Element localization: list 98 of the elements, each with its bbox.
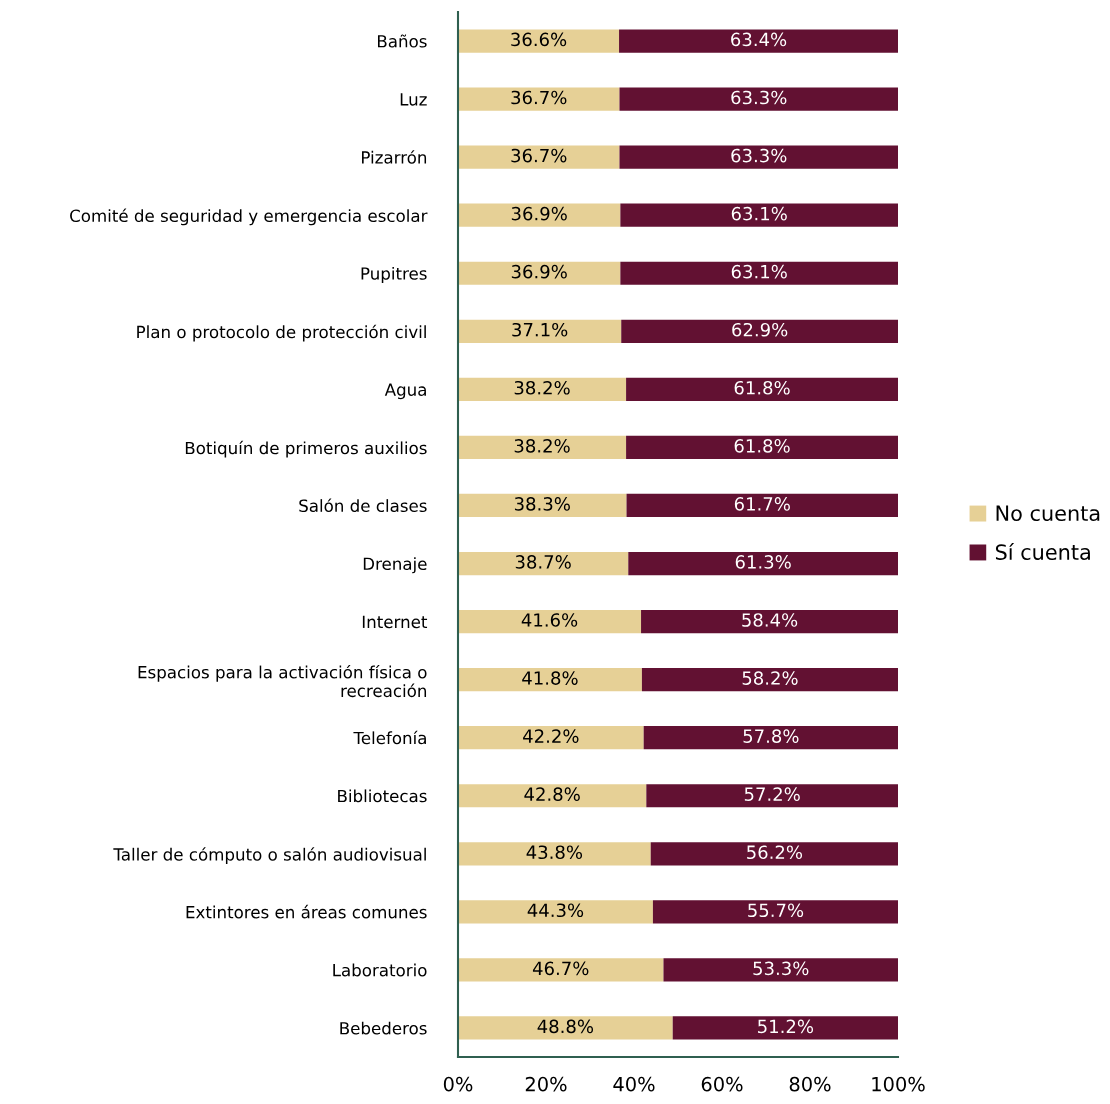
data-label: 63.4% xyxy=(731,32,787,47)
bar xyxy=(458,377,627,401)
y-tick-label: Extintores en áreas comunes xyxy=(186,904,427,919)
data-label: 48.8% xyxy=(537,1019,594,1034)
data-label: 36.9% xyxy=(511,206,567,221)
bar xyxy=(663,958,898,982)
data-label: 36.7% xyxy=(511,90,567,105)
bar xyxy=(458,87,620,111)
bar xyxy=(458,958,664,982)
bar xyxy=(672,1016,898,1040)
data-label: 36.6% xyxy=(511,32,567,47)
data-label: 51.2% xyxy=(758,1019,814,1034)
y-tick-label: Comité de seguridad y emergencia escolar xyxy=(70,208,428,226)
data-label: 46.7% xyxy=(532,961,589,976)
data-label: 63.3% xyxy=(731,148,787,163)
y-tick-label: Luz xyxy=(400,93,427,106)
y-tick-label: Pizarrón xyxy=(362,150,427,164)
bar xyxy=(458,784,647,808)
bar xyxy=(458,726,644,750)
bar xyxy=(458,203,621,227)
y-tick-label: Plan o protocolo de protección civil xyxy=(137,324,426,342)
bar xyxy=(620,261,898,285)
bar xyxy=(646,784,898,808)
bar xyxy=(620,203,898,227)
bar xyxy=(458,29,620,53)
data-label: 42.2% xyxy=(523,729,579,743)
bar xyxy=(619,87,898,111)
bar xyxy=(652,900,898,924)
bar xyxy=(626,493,898,518)
data-label: 63.1% xyxy=(731,264,787,279)
data-label: 43.8% xyxy=(526,845,583,860)
bar xyxy=(458,319,622,343)
y-tick-label: Baños xyxy=(377,34,427,48)
x-tick-label: 20% xyxy=(525,1076,567,1092)
data-label: 55.7% xyxy=(748,903,804,918)
data-label: 56.2% xyxy=(747,845,803,860)
data-label: 53.3% xyxy=(753,961,809,976)
bar xyxy=(626,435,898,460)
bar xyxy=(619,29,898,53)
x-tick-label: 60% xyxy=(701,1076,743,1092)
x-tick-label: 40% xyxy=(613,1076,655,1092)
y-tick-label: Salón de clases xyxy=(299,498,427,513)
bar xyxy=(641,609,898,634)
data-label: 38.7% xyxy=(515,555,571,569)
bar xyxy=(458,145,620,169)
y-tick-label: Laboratorio xyxy=(333,963,427,977)
bar xyxy=(641,668,898,692)
x-tick-label: 0% xyxy=(443,1076,473,1092)
bar xyxy=(643,726,898,750)
bar xyxy=(458,668,642,692)
bar xyxy=(650,842,898,866)
y-tick-label: Bibliotecas xyxy=(338,789,427,803)
data-label: 61.3% xyxy=(735,555,791,569)
data-label: 58.4% xyxy=(742,613,798,627)
y-tick-label: Pupitres xyxy=(361,266,427,284)
data-label: 38.3% xyxy=(514,497,570,511)
bar xyxy=(458,1016,673,1040)
legend-label: Sí cuenta xyxy=(995,543,1090,560)
bar xyxy=(628,551,898,576)
data-label: 41.8% xyxy=(522,671,578,685)
data-label: 61.8% xyxy=(734,380,790,395)
y-tick-label: Agua xyxy=(384,383,426,400)
data-label: 44.3% xyxy=(527,903,584,918)
bar xyxy=(458,261,621,285)
bar xyxy=(619,145,898,169)
y-tick-label: Bebederos xyxy=(340,1021,427,1035)
data-label: 57.8% xyxy=(743,729,799,743)
bar xyxy=(458,435,627,460)
data-label: 42.8% xyxy=(524,787,580,801)
bar xyxy=(458,493,627,518)
data-label: 63.3% xyxy=(731,90,787,105)
bar xyxy=(458,900,653,924)
data-label: 37.1% xyxy=(512,322,568,337)
bar xyxy=(626,377,898,401)
bar xyxy=(621,319,898,343)
legend-label: No cuenta xyxy=(996,505,1100,522)
bar xyxy=(458,551,629,576)
y-tick-label: Taller de cómputo o salón audiovisual xyxy=(113,847,426,864)
y-tick-label: Espacios para la activación física o recreación xyxy=(138,664,427,698)
y-tick-label: Botiquín de primeros auxilios xyxy=(185,440,427,458)
data-label: 61.8% xyxy=(734,439,790,453)
data-label: 38.2% xyxy=(514,380,570,395)
data-label: 57.2% xyxy=(744,787,800,801)
y-tick-label: Drenaje xyxy=(363,557,427,574)
data-label: 41.6% xyxy=(521,613,578,627)
x-tick-label: 100% xyxy=(872,1076,925,1092)
data-label: 62.9% xyxy=(732,322,788,337)
bar xyxy=(458,842,651,866)
y-tick-label: Internet xyxy=(362,615,428,629)
bar xyxy=(458,609,642,634)
data-label: 38.2% xyxy=(514,439,570,453)
data-label: 36.9% xyxy=(511,264,567,279)
data-label: 36.7% xyxy=(511,148,567,163)
data-label: 61.7% xyxy=(734,497,790,511)
y-tick-label: Telefonía xyxy=(353,730,426,745)
data-label: 58.2% xyxy=(742,671,798,685)
data-label: 63.1% xyxy=(731,206,787,221)
x-tick-label: 80% xyxy=(789,1076,831,1092)
